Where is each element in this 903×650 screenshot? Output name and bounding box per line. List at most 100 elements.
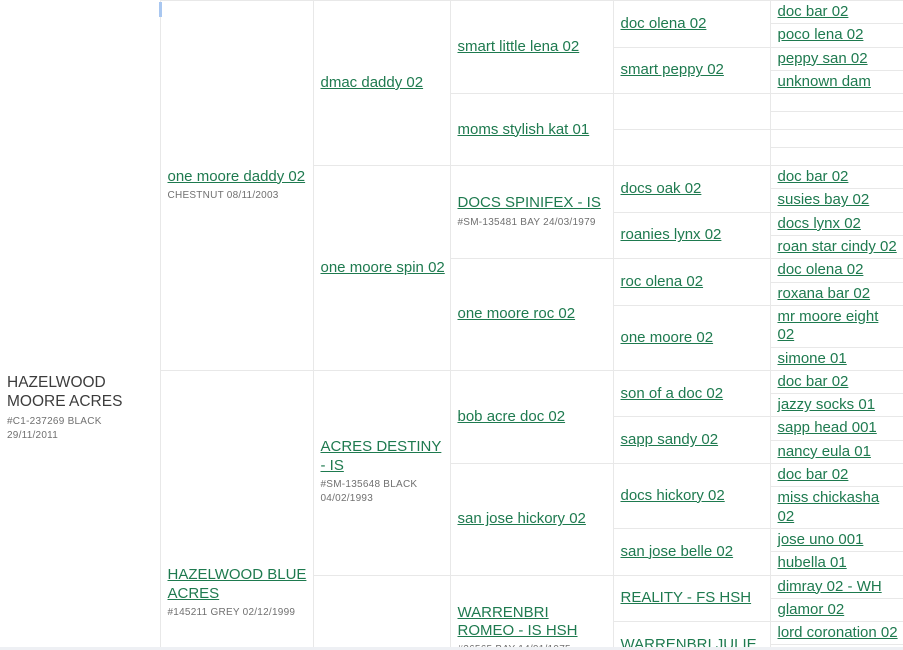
pedigree-cell: moms stylish kat 01 bbox=[449, 93, 614, 167]
pedigree-cell: lord coronation 02 bbox=[769, 621, 903, 646]
pedigree-cell: one moore 02 bbox=[612, 304, 771, 371]
pedigree-row: hubella 01 bbox=[0, 551, 903, 576]
horse-link[interactable]: ACRES DESTINY - IS bbox=[320, 438, 442, 474]
horse-link[interactable]: lord coronation 02 bbox=[777, 624, 898, 642]
horse-link[interactable]: bob acre doc 02 bbox=[457, 407, 566, 425]
pedigree-cell: jose uno 001 bbox=[769, 527, 903, 553]
horse-link[interactable]: san jose hickory 02 bbox=[457, 510, 586, 528]
horse-link[interactable]: one moore daddy 02 bbox=[167, 167, 306, 185]
horse-link[interactable]: nancy eula 01 bbox=[777, 442, 871, 460]
horse-link[interactable]: one moore 02 bbox=[620, 328, 714, 346]
pedigree-row: san jose hickory 02 docs hickory 02 doc ba… bbox=[0, 463, 903, 576]
horse-link[interactable]: doc bar 02 bbox=[777, 3, 849, 20]
pedigree-cell: doc bar 02 bbox=[769, 165, 903, 190]
horse-link[interactable]: san jose belle 02 bbox=[620, 542, 734, 560]
pedigree-cell: dimray 02 - WH bbox=[769, 574, 903, 599]
horse-link[interactable]: jazzy socks 01 bbox=[777, 396, 876, 414]
horse-link[interactable]: smart little lena 02 bbox=[457, 37, 580, 55]
horse-link[interactable]: docs hickory 02 bbox=[620, 486, 725, 504]
pedigree-row: unknown dam bbox=[0, 69, 903, 95]
horse-details: #C1-237269 BLACK 29/11/2011 bbox=[7, 415, 102, 442]
horse-link[interactable]: hubella 01 bbox=[777, 554, 847, 572]
horse-link[interactable]: doc olena 02 bbox=[620, 14, 707, 32]
pedigree-cell: one moore roc 02 bbox=[449, 258, 614, 371]
pedigree-cell: glamor 02 bbox=[769, 597, 903, 623]
horse-link[interactable]: miss chickasha 02 bbox=[777, 489, 880, 525]
horse-link[interactable]: HAZELWOOD BLUE ACRES bbox=[167, 566, 307, 602]
pedigree-row: BAR NONE OMO - HSH#66147 GREY 10/01/1980… bbox=[0, 574, 903, 650]
pedigree-cell: docs hickory 02 bbox=[612, 463, 771, 529]
horse-link[interactable]: docs oak 02 bbox=[620, 179, 702, 197]
pedigree-cell: hubella 01 bbox=[769, 551, 903, 576]
pedigree-row: WARRENBRI JULIE - IM HSH lord coronation … bbox=[0, 621, 903, 650]
pedigree-cell: nancy eula 01 bbox=[769, 439, 903, 465]
pedigree-cell: san jose hickory 02 bbox=[449, 463, 614, 576]
horse-link[interactable]: roc olena 02 bbox=[620, 273, 704, 291]
pedigree-cell: susies bay 02 bbox=[769, 188, 903, 213]
pedigree-cell: HAZELWOOD BLUE ACRES #145211 GREY 02/12/1… bbox=[159, 369, 314, 650]
pedigree-cell: one moore spin 02 bbox=[312, 165, 451, 371]
horse-link[interactable]: WARRENBRI ROMEO - IS HSH bbox=[457, 603, 578, 640]
horse-link[interactable]: WARRENBRI JULIE - IM HSH bbox=[620, 635, 757, 650]
pedigree-row: sapp sandy 02 sapp head 001 bbox=[0, 416, 903, 465]
horse-link[interactable]: susies bay 02 bbox=[777, 191, 870, 209]
horse-details: #145211 GREY 02/12/1999 bbox=[167, 606, 296, 618]
pedigree-cell: smart peppy 02 bbox=[612, 46, 771, 95]
pedigree-row bbox=[0, 129, 903, 167]
pedigree-cell: unknown dam bbox=[769, 69, 903, 95]
pedigree-cell: smart little lena 02 bbox=[449, 0, 614, 95]
horse-link[interactable]: jose uno 001 bbox=[777, 530, 864, 548]
pedigree-cell: mr moore eight 02 bbox=[769, 304, 903, 348]
pedigree-cell: ACRES DESTINY - IS #SM-135648 BLACK 04/02… bbox=[312, 369, 451, 576]
pedigree-row: miss chickasha 02 bbox=[0, 486, 903, 529]
pedigree-cell: BAR NONE OMO - HSH#66147 GREY 10/01/1980 bbox=[312, 574, 451, 650]
horse-link[interactable]: peppy san 02 bbox=[777, 49, 868, 67]
pedigree-row: san jose belle 02 jose uno 001 bbox=[0, 527, 903, 576]
pedigree-cell: WARRENBRI JULIE - IM HSH bbox=[612, 621, 771, 650]
horse-link[interactable]: doc olena 02 bbox=[777, 261, 864, 279]
horse-name: HAZELWOOD MOORE ACRES bbox=[7, 374, 123, 411]
horse-link[interactable]: simone 01 bbox=[777, 349, 847, 367]
page-bottom-strip bbox=[0, 647, 903, 650]
horse-link[interactable]: roan star cindy 02 bbox=[777, 238, 897, 256]
horse-link[interactable]: roxana bar 02 bbox=[777, 284, 871, 302]
pedigree-row: one moore spin 02 DOCS SPINIFEX - IS #SM-1… bbox=[0, 165, 903, 371]
pedigree-cell: sapp head 001 bbox=[769, 416, 903, 441]
horse-link[interactable]: DOCS SPINIFEX - IS bbox=[457, 194, 601, 212]
horse-link[interactable]: doc bar 02 bbox=[777, 168, 849, 186]
pedigree-cell: WARRENBRI ROMEO - IS HSH#26565 BAY 14/01… bbox=[449, 574, 614, 650]
horse-link[interactable]: glamor 02 bbox=[777, 600, 845, 618]
horse-link[interactable]: poco lena 02 bbox=[777, 26, 864, 44]
horse-link[interactable]: dimray 02 - WH bbox=[777, 577, 882, 595]
horse-link[interactable]: doc bar 02 bbox=[777, 466, 849, 484]
pedigree-cell: doc olena 02 bbox=[612, 0, 771, 48]
pedigree-row: jazzy socks 01 bbox=[0, 393, 903, 418]
pedigree-cell: doc bar 02 bbox=[769, 369, 903, 395]
horse-link[interactable]: doc bar 02 bbox=[777, 372, 849, 390]
horse-link[interactable]: unknown dam bbox=[777, 72, 871, 90]
horse-link[interactable]: one moore roc 02 bbox=[457, 305, 576, 323]
pedigree-row: HAZELWOOD BLUE ACRES #145211 GREY 02/12/1… bbox=[0, 369, 903, 650]
horse-link[interactable]: son of a doc 02 bbox=[620, 384, 724, 402]
horse-link[interactable]: sapp head 001 bbox=[777, 419, 877, 437]
pedigree-cell: doc olena 02 bbox=[769, 258, 903, 283]
horse-link[interactable]: roanies lynx 02 bbox=[620, 226, 722, 244]
horse-link[interactable]: docs lynx 02 bbox=[777, 214, 861, 232]
horse-link[interactable]: moms stylish kat 01 bbox=[457, 120, 590, 138]
horse-link[interactable]: dmac daddy 02 bbox=[320, 73, 424, 91]
horse-link[interactable]: sapp sandy 02 bbox=[620, 431, 719, 449]
horse-link[interactable]: REALITY - FS HSH bbox=[620, 589, 752, 607]
text-cursor bbox=[159, 2, 162, 17]
horse-link[interactable]: smart peppy 02 bbox=[620, 61, 724, 79]
pedigree-cell: roc olena 02 bbox=[612, 258, 771, 306]
pedigree-cell-empty bbox=[612, 129, 771, 167]
pedigree-cell: poco lena 02 bbox=[769, 23, 903, 48]
horse-link[interactable]: mr moore eight 02 bbox=[777, 307, 879, 344]
pedigree-row: smart peppy 02 peppy san 02 bbox=[0, 46, 903, 95]
horse-link[interactable]: one moore spin 02 bbox=[320, 258, 445, 276]
pedigree-cell: doc bar 02 bbox=[769, 463, 903, 488]
pedigree-cell: sapp sandy 02 bbox=[612, 416, 771, 465]
pedigree-row: one moore 02 mr moore eight 02 bbox=[0, 304, 903, 371]
